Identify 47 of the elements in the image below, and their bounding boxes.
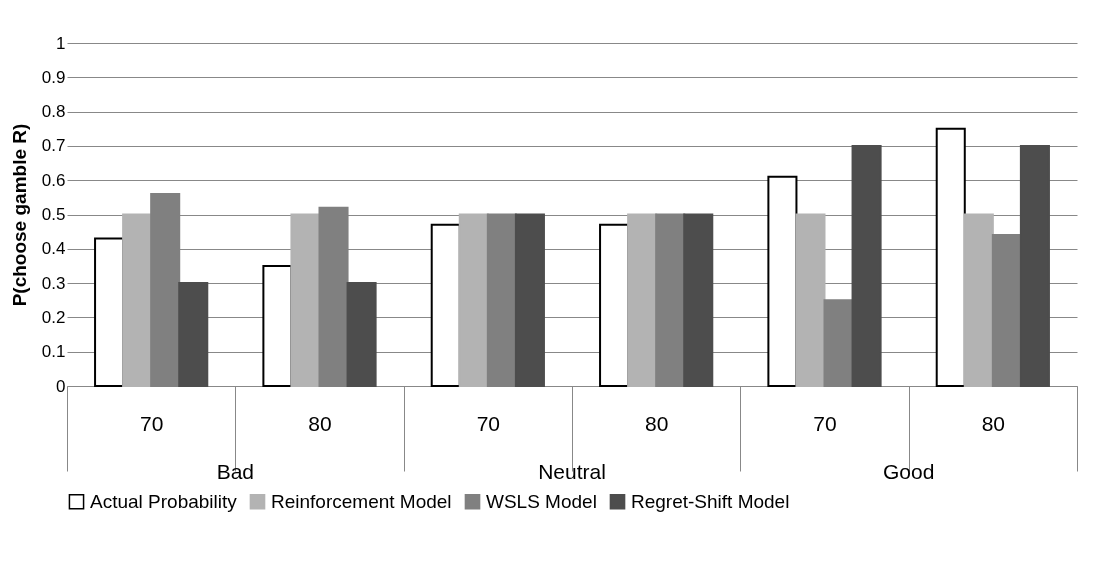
bar: [627, 213, 658, 387]
y-tick-label: 0.5: [41, 205, 66, 224]
x-tick-label: 70: [476, 411, 501, 435]
bar: [795, 213, 826, 387]
y-axis-title: P(choose gamble R): [8, 123, 30, 307]
legend-label: Reinforcement Model: [271, 490, 452, 512]
bar: [290, 213, 321, 387]
bar: [767, 175, 798, 387]
bar: [935, 127, 966, 387]
bar: [430, 223, 461, 387]
bar: [655, 213, 686, 387]
legend-label: WSLS Model: [486, 490, 597, 512]
bar: [262, 264, 293, 387]
text: Neutral: [538, 460, 606, 483]
bar: [599, 223, 630, 387]
legend-label: Regret-Shift Model: [631, 490, 790, 512]
y-tick-label: 0.9: [41, 67, 66, 87]
y-tick-label: 0.3: [41, 273, 66, 293]
legend-label: Actual Probability: [90, 490, 238, 512]
y-tick-label: 0: [56, 376, 66, 396]
y-tick-label: 0.7: [41, 136, 66, 156]
bar: [178, 282, 209, 387]
y-tick-label: 1: [56, 33, 66, 53]
y-tick-label: 0.8: [41, 102, 66, 122]
bar: [486, 213, 517, 387]
bar: [991, 234, 1022, 387]
bar: [1019, 144, 1050, 387]
text: Good: [882, 460, 935, 483]
bar: [851, 144, 882, 387]
x-tick-label: 70: [139, 411, 164, 435]
y-tick-label: 0.2: [41, 307, 66, 327]
x-tick-label: 80: [981, 411, 1006, 435]
bar: [94, 237, 125, 387]
bar: [823, 299, 854, 387]
x-tick-label: 80: [644, 411, 669, 435]
x-tick-label: 80: [308, 411, 332, 435]
y-tick-label: 0.6: [41, 170, 66, 190]
bar: [683, 213, 714, 387]
bar: [458, 213, 489, 387]
y-tick-label: 0.1: [41, 342, 66, 362]
bar: [963, 213, 994, 387]
x-tick-label: 70: [813, 411, 837, 435]
bar: [514, 213, 545, 387]
y-tick-label: 0.4: [41, 239, 66, 259]
bar: [346, 282, 377, 387]
text: Bad: [216, 460, 255, 483]
bar: [122, 213, 153, 387]
